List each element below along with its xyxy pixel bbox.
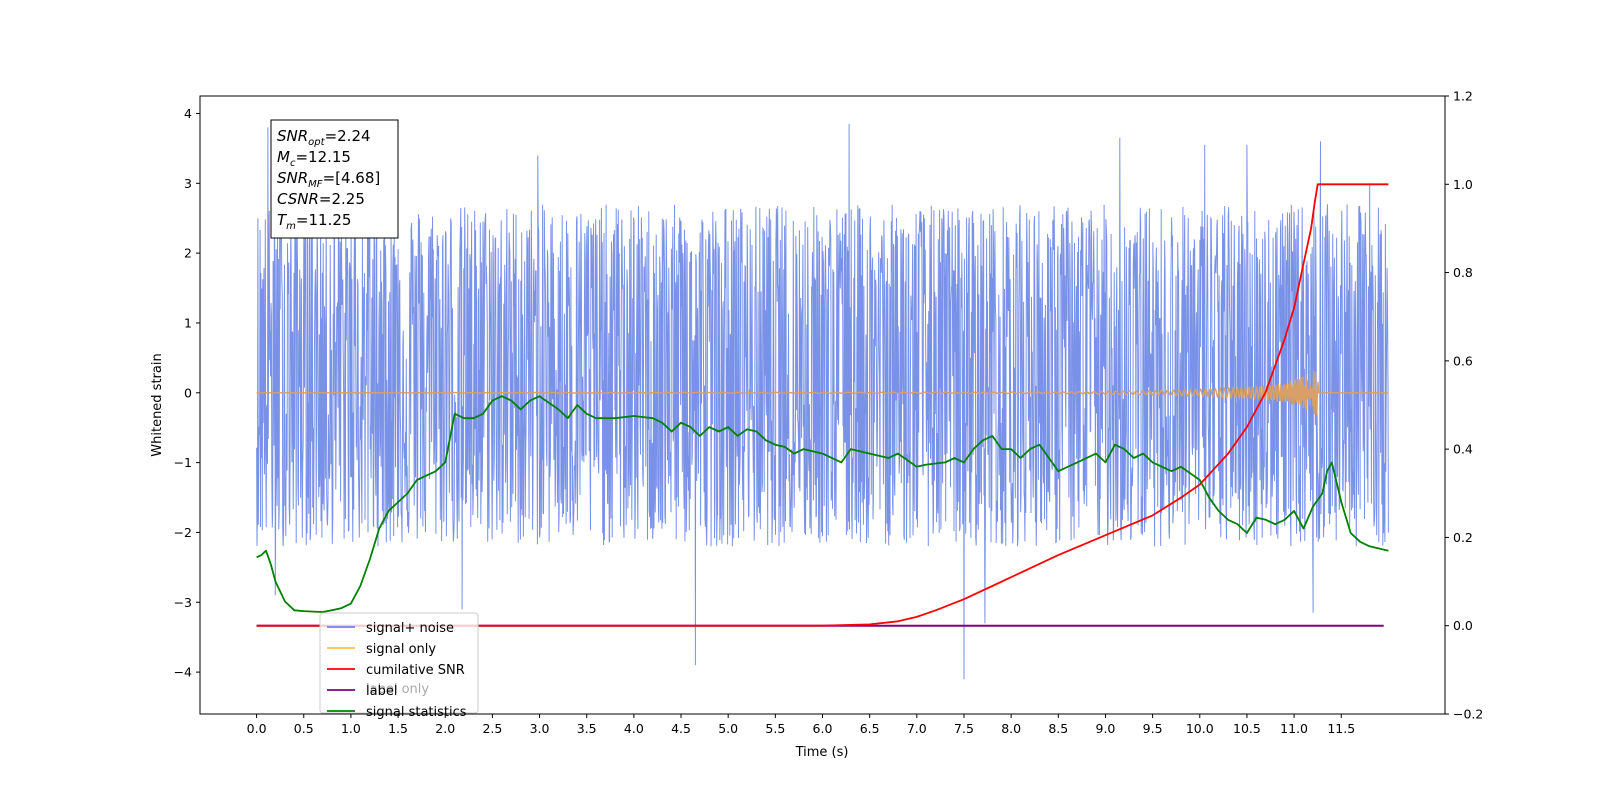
axes-layer: 0.0 0.5 1.0 1.5 2.0 2.5 3.0 3.5 4.0 4.5 5.0 5.5 6.0 6…	[174, 89, 1484, 737]
series-signal-statistics	[256, 395, 1389, 613]
stats-symbol: SNR	[277, 169, 308, 187]
stats-value: =2.25	[319, 190, 365, 208]
legend-items: label only signal+ noise signal only cumila…	[327, 621, 467, 720]
stats-value: =[4.68]	[323, 169, 381, 187]
x-tick-label: 7.5	[954, 721, 974, 736]
x-tick-label: 6.0	[813, 721, 833, 736]
y-tick-label: −4	[174, 665, 192, 680]
y2-tick-label: 0.6	[1453, 353, 1473, 368]
y-tick-label: −3	[174, 595, 192, 610]
x-tick-label: 8.0	[1001, 721, 1021, 736]
x-tick-label: 5.0	[718, 721, 738, 736]
stats-subscript: opt	[308, 137, 325, 148]
x-tick-label: 10.0	[1186, 721, 1214, 736]
y-tick-label: 4	[184, 106, 192, 121]
stats-value: =2.24	[325, 127, 371, 145]
x-tick-label: 6.5	[860, 721, 880, 736]
y2-tick-label: −0.2	[1453, 707, 1483, 722]
stats-annotation-line: Mc=12.15	[277, 148, 351, 169]
stats-subscript: m	[286, 221, 296, 232]
stats-symbol: SNR	[277, 127, 308, 145]
stats-annotation: SNRopt=2.24Mc=12.15SNRMF=[4.68]CSNR=2.25…	[270, 119, 399, 239]
x-tick-label: 0.5	[294, 721, 314, 736]
x-tick-label: 10.5	[1233, 721, 1261, 736]
legend-label: signal+ noise	[366, 621, 454, 636]
stats-symbol: T	[277, 211, 288, 229]
x-tick-label: 8.5	[1048, 721, 1068, 736]
x-tick-label: 7.0	[907, 721, 927, 736]
y-tick-label: −1	[174, 455, 192, 470]
x-tick-label: 9.0	[1096, 721, 1116, 736]
y2-tick-label: 1.2	[1453, 89, 1473, 104]
y-tick-label: 3	[184, 176, 192, 191]
x-tick-label: 1.0	[341, 721, 361, 736]
legend-label: signal only	[366, 642, 436, 657]
stats-symbol: M	[277, 148, 290, 166]
stats-annotation-line: SNRopt=2.24	[277, 127, 371, 148]
y-tick-label: 0	[184, 385, 192, 400]
x-tick-label: 9.5	[1143, 721, 1163, 736]
y2-tick-label: 0.4	[1453, 442, 1473, 457]
stats-annotation-line: CSNR=2.25	[277, 190, 365, 208]
y-tick-label: −2	[174, 525, 192, 540]
stats-subscript: MF	[308, 179, 323, 190]
legend: label only signal+ noise signal only cumila…	[319, 612, 479, 720]
y-tick-label: 1	[184, 315, 192, 330]
stats-value: =11.25	[296, 211, 352, 229]
legend-label: label	[366, 684, 397, 699]
x-tick-label: 0.0	[247, 721, 267, 736]
series-signal-noise	[256, 123, 1389, 680]
x-axis-label: Time (s)	[795, 745, 849, 760]
x-tick-label: 3.0	[530, 721, 550, 736]
y2-tick-label: 1.0	[1453, 177, 1473, 192]
x-tick-label: 5.5	[765, 721, 785, 736]
legend-label: signal statistics	[366, 705, 467, 720]
stats-annotation-box	[270, 119, 399, 239]
y2-tick-label: 0.8	[1453, 265, 1473, 280]
stats-subscript: c	[290, 158, 296, 169]
x-tick-label: 4.5	[671, 721, 691, 736]
x-tick-label: 2.0	[435, 721, 455, 736]
y-axis-label: Whitened strain	[150, 353, 165, 456]
stats-annotation-line: Tm=11.25	[277, 211, 351, 232]
x-tick-label: 4.0	[624, 721, 644, 736]
stats-annotation-line: SNRMF=[4.68]	[277, 169, 380, 190]
x-tick-label: 1.5	[388, 721, 408, 736]
stats-annotation-lines: SNRopt=2.24Mc=12.15SNRMF=[4.68]CSNR=2.25…	[277, 127, 380, 232]
x-tick-label: 11.5	[1327, 721, 1355, 736]
legend-box	[319, 612, 479, 714]
x-tick-label: 2.5	[482, 721, 502, 736]
legend-hidden-text: label only	[366, 682, 429, 697]
y2-tick-label: 0.0	[1453, 618, 1473, 633]
stats-symbol: CSNR	[277, 190, 319, 208]
legend-label: cumilative SNR	[366, 663, 465, 678]
x-tick-label: 11.0	[1280, 721, 1308, 736]
x-tick-label: 3.5	[577, 721, 597, 736]
stats-value: =12.15	[295, 148, 351, 166]
y2-tick-label: 0.2	[1453, 530, 1473, 545]
series-cumilative-snr	[256, 183, 1389, 627]
series-signal-only	[256, 370, 1389, 415]
y-tick-label: 2	[184, 246, 192, 261]
